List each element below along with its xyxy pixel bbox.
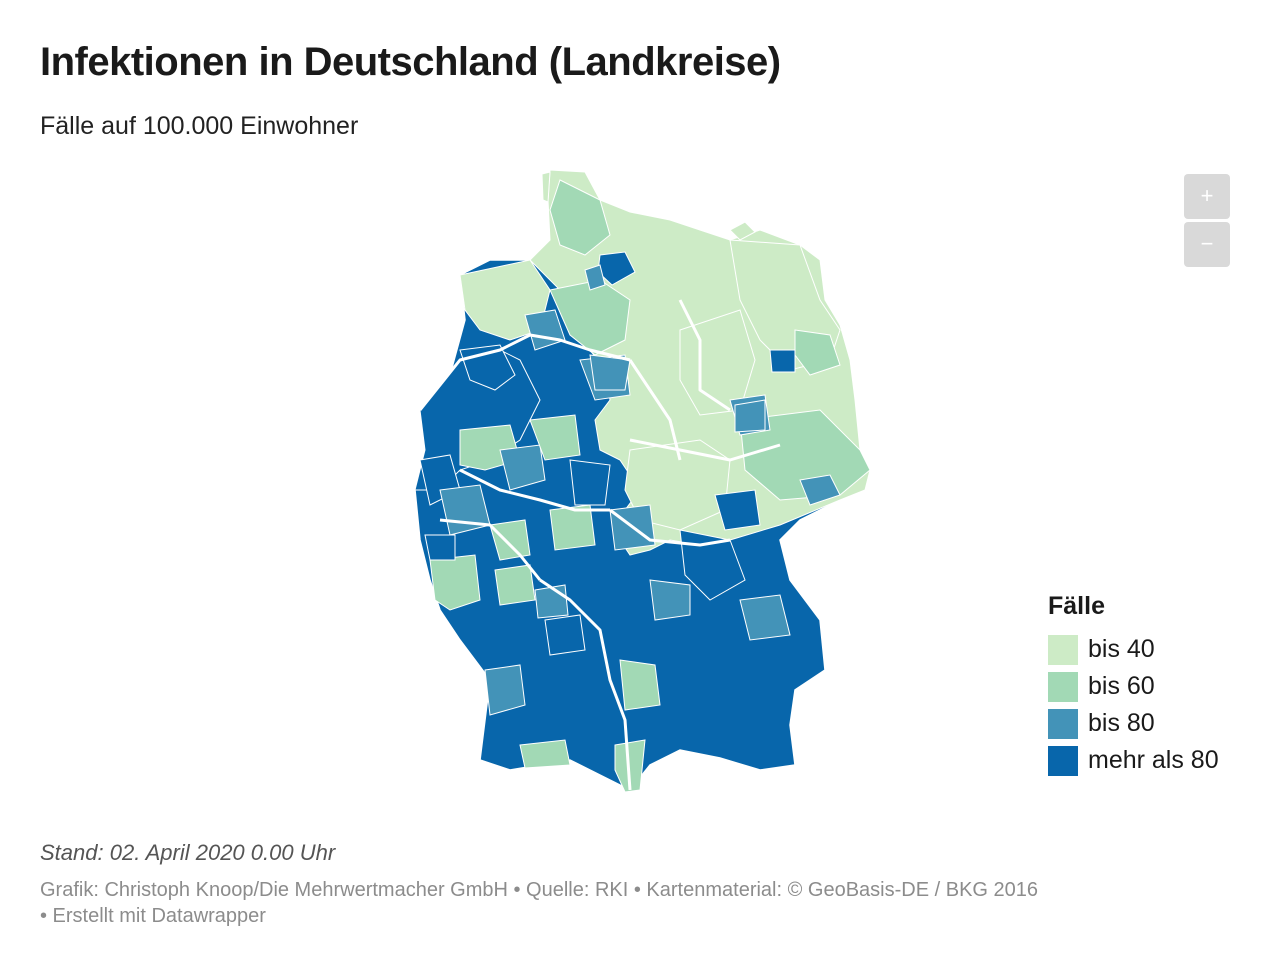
legend-label: bis 80 [1088, 709, 1155, 737]
region-chemnitz[interactable] [714, 489, 761, 531]
germany-map[interactable] [400, 160, 880, 800]
region-stuttgart[interactable] [544, 614, 586, 656]
legend-swatch [1048, 634, 1078, 665]
region-schleswig[interactable] [549, 179, 611, 256]
region-bielefeld[interactable] [589, 354, 631, 391]
region-frankfurt[interactable] [549, 504, 596, 551]
credits: Grafik: Christoph Knoop/Die Mehrwertmach… [40, 877, 1190, 929]
credits-line: • Erstellt mit Datawrapper [40, 905, 266, 927]
zoom-in-button[interactable]: + [1184, 174, 1230, 219]
region-dresden[interactable] [799, 474, 841, 506]
region-hessen-nord[interactable] [569, 459, 611, 506]
region-mannheim[interactable] [494, 564, 536, 606]
zoom-out-button[interactable]: − [1184, 222, 1230, 267]
island-ruegen [729, 221, 756, 241]
region-oberpfalz[interactable] [679, 529, 746, 601]
chart-subtitle: Fälle auf 100.000 Einwohner [40, 112, 359, 140]
date-note: Stand: 02. April 2020 0.00 Uhr [40, 840, 336, 865]
region-sauerland[interactable] [529, 414, 581, 461]
region-bodensee[interactable] [519, 739, 571, 769]
region-harz[interactable] [734, 399, 766, 433]
region-neckar[interactable] [534, 584, 569, 619]
region-ulm[interactable] [619, 659, 661, 711]
region-thueringen[interactable] [624, 439, 731, 531]
region-sachsen[interactable] [739, 409, 871, 501]
region-rheinhessen[interactable] [489, 519, 531, 561]
credits-line: Grafik: Christoph Knoop/Die Mehrwertmach… [40, 879, 1039, 901]
legend: Fälle bis 40 bis 60 bis 80 mehr als 80 [1048, 592, 1219, 779]
legend-label: bis 40 [1088, 635, 1155, 663]
legend-item: bis 80 [1048, 705, 1219, 742]
region-hamburg-outer[interactable] [584, 264, 606, 291]
legend-item: mehr als 80 [1048, 742, 1219, 779]
region-regensburg[interactable] [739, 594, 791, 641]
legend-swatch [1048, 671, 1078, 702]
region-breisgau[interactable] [484, 664, 526, 716]
region-koeln-bonn[interactable] [499, 444, 546, 491]
region-pfalz[interactable] [429, 554, 481, 611]
region-oberallgaeu[interactable] [614, 739, 646, 793]
legend-swatch [1048, 745, 1078, 776]
region-saar[interactable] [424, 534, 456, 561]
legend-item: bis 60 [1048, 668, 1219, 705]
legend-item: bis 40 [1048, 631, 1219, 668]
region-nuernberg[interactable] [649, 579, 691, 621]
chart-title: Infektionen in Deutschland (Landkreise) [40, 40, 781, 84]
state-borders [418, 299, 781, 791]
region-berlin[interactable] [769, 349, 796, 373]
legend-label: mehr als 80 [1088, 746, 1219, 774]
legend-title: Fälle [1048, 592, 1105, 620]
island-sylt [541, 171, 551, 203]
legend-label: bis 60 [1088, 672, 1155, 700]
legend-swatch [1048, 708, 1078, 739]
